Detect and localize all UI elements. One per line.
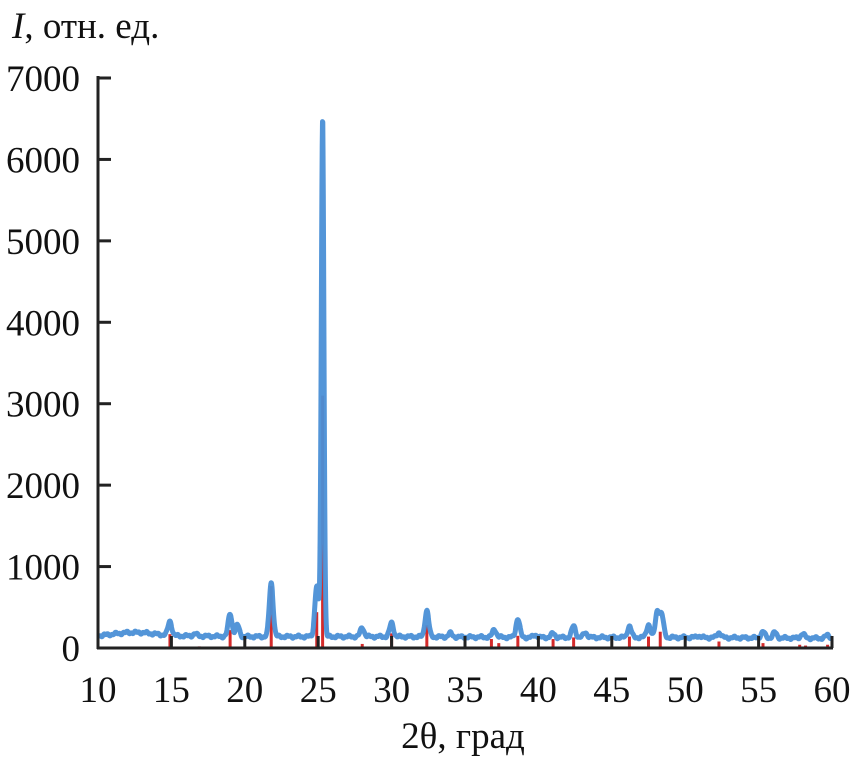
x-tick-label: 60 (814, 670, 851, 711)
y-axis-label-symbol: I (11, 6, 26, 47)
y-tick-label: 1000 (6, 548, 80, 589)
x-tick-label: 20 (226, 670, 263, 711)
x-tick-label: 30 (373, 670, 410, 711)
y-tick-label: 5000 (6, 222, 80, 263)
y-tick-label: 7000 (6, 59, 80, 100)
x-tick-label: 15 (153, 670, 190, 711)
y-tick-label: 6000 (6, 140, 80, 181)
y-tick-label: 3000 (6, 385, 80, 426)
x-tick-label: 55 (740, 670, 777, 711)
x-tick-label: 10 (80, 670, 117, 711)
y-axis-label-text: , отн. ед. (24, 6, 159, 47)
x-tick-label: 40 (520, 670, 557, 711)
y-tick-label: 4000 (6, 303, 80, 344)
x-tick-labels: 10 15 20 25 30 35 40 45 50 55 60 (80, 670, 851, 711)
x-tick-label: 25 (300, 670, 337, 711)
measured-pattern-line (96, 119, 834, 643)
y-tick-label: 2000 (6, 466, 80, 507)
x-tick-label: 50 (667, 670, 704, 711)
y-axis-label: I, отн. ед. (11, 6, 159, 47)
y-tick-label: 0 (62, 629, 81, 670)
axes (96, 76, 834, 650)
x-tick-label: 45 (593, 670, 630, 711)
y-tick-labels: 0 1000 2000 3000 4000 5000 6000 7000 (6, 59, 80, 670)
x-tick-label: 35 (447, 670, 484, 711)
x-axis-label: 2θ, град (401, 716, 525, 757)
